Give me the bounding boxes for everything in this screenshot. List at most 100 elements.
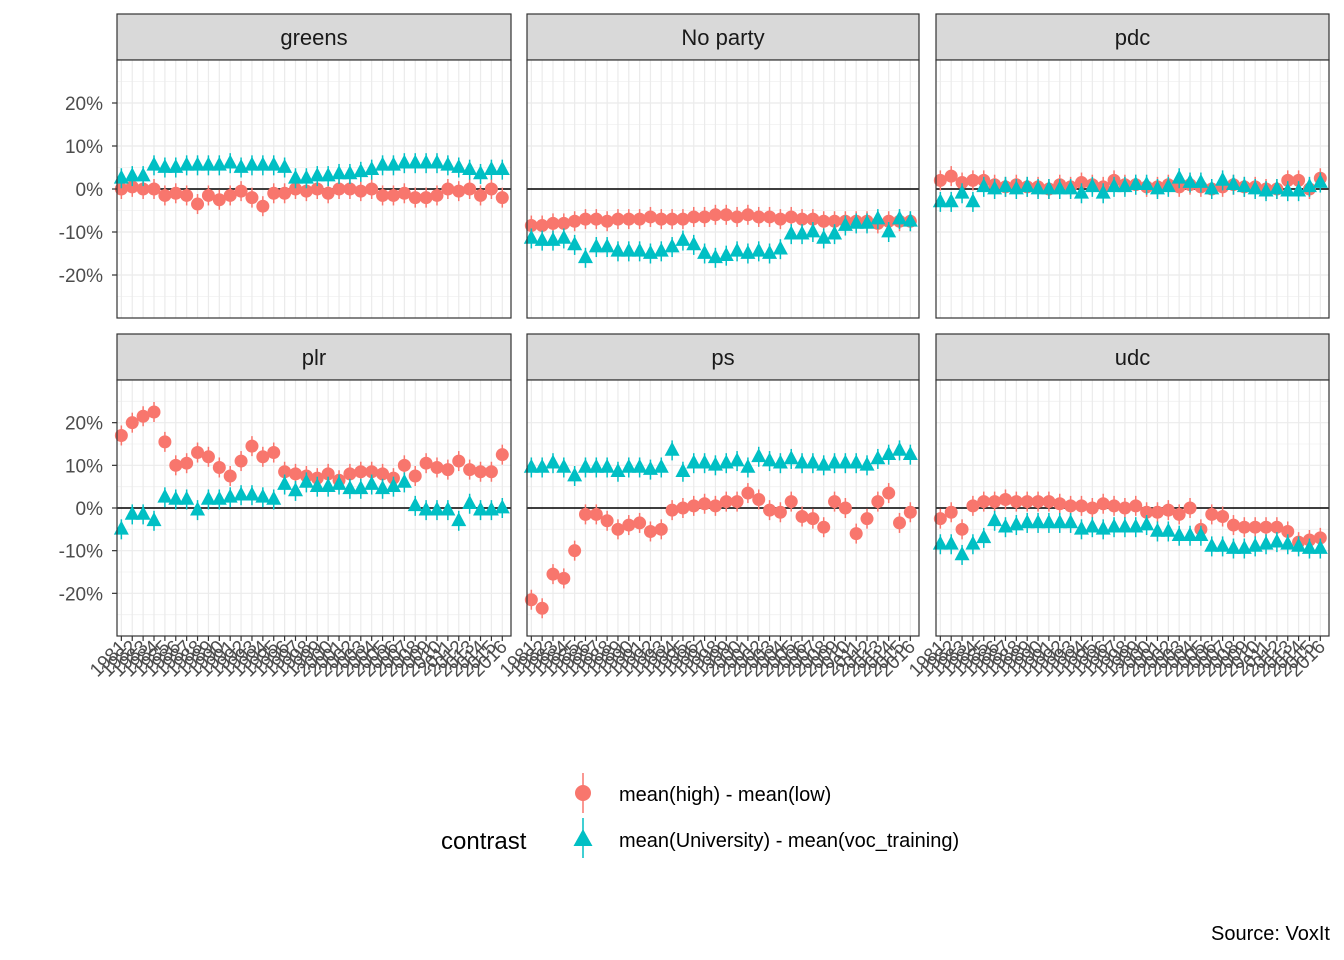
data-point <box>1020 495 1034 509</box>
data-point <box>1041 514 1057 529</box>
data-point <box>136 182 150 196</box>
data-point <box>1053 497 1067 511</box>
data-point <box>729 452 745 467</box>
data-point <box>1258 182 1274 197</box>
data-point <box>848 454 864 469</box>
data-point <box>212 460 226 474</box>
data-point <box>860 512 874 526</box>
data-point <box>124 505 140 520</box>
data-point <box>376 188 390 202</box>
data-point <box>1128 176 1144 191</box>
data-point <box>633 516 647 530</box>
data-point <box>299 184 313 198</box>
data-point <box>1095 520 1111 535</box>
data-point <box>375 156 391 171</box>
data-point <box>1312 539 1328 554</box>
data-point <box>484 182 498 196</box>
data-point <box>762 452 778 467</box>
data-point <box>125 416 139 430</box>
data-point <box>965 193 981 208</box>
data-point <box>353 480 369 495</box>
data-point <box>654 212 668 226</box>
data-point <box>157 488 173 503</box>
data-point <box>654 522 668 536</box>
data-point <box>376 467 390 481</box>
data-point <box>686 236 702 251</box>
data-point <box>795 510 809 524</box>
data-point <box>707 249 723 264</box>
data-point <box>535 601 549 615</box>
legend-label-university-voc: mean(University) - mean(voc_training) <box>619 830 959 852</box>
data-point <box>729 242 745 257</box>
data-point <box>441 182 455 196</box>
data-point <box>331 165 347 180</box>
data-point <box>1095 184 1111 199</box>
data-point <box>577 249 593 264</box>
data-point <box>147 182 161 196</box>
data-point <box>256 450 270 464</box>
data-point <box>1129 499 1143 513</box>
data-point <box>1160 178 1176 193</box>
data-point <box>1182 527 1198 542</box>
data-point <box>267 186 281 200</box>
panel-border <box>526 379 920 637</box>
panel-border <box>935 379 1330 637</box>
data-point <box>288 467 302 481</box>
data-point <box>255 488 271 503</box>
data-point <box>1280 182 1296 197</box>
data-point <box>1205 507 1219 521</box>
data-point <box>816 456 832 471</box>
data-point <box>1301 539 1317 554</box>
data-point <box>902 445 918 460</box>
y-tick-label: 0% <box>76 499 104 520</box>
data-point <box>643 524 657 538</box>
data-point <box>697 244 713 259</box>
data-point <box>1008 180 1024 195</box>
facet-strip <box>116 333 512 381</box>
series-mean-high-mean-low <box>524 483 917 619</box>
data-point <box>277 158 293 173</box>
data-point <box>708 208 722 222</box>
data-point <box>1301 178 1317 193</box>
data-point <box>1259 520 1273 534</box>
facets-layer: greens -20% -10% 0% 10% 20% No party pdc plr -20%… <box>59 13 1330 681</box>
data-point <box>859 456 875 471</box>
data-point <box>1030 180 1046 195</box>
data-point <box>1247 537 1263 552</box>
data-point <box>632 458 648 473</box>
data-point <box>740 244 756 259</box>
data-point <box>179 156 195 171</box>
data-point <box>1269 180 1285 195</box>
data-point <box>158 188 172 202</box>
facet-strip <box>116 13 512 61</box>
data-point <box>611 522 625 536</box>
data-point <box>1171 527 1187 542</box>
data-point <box>342 480 358 495</box>
data-point <box>114 182 128 196</box>
data-point <box>954 184 970 199</box>
legend-label-high-low: mean(high) - mean(low) <box>619 784 831 806</box>
data-point <box>168 158 184 173</box>
data-point <box>180 188 194 202</box>
data-point <box>719 495 733 509</box>
data-point <box>664 441 680 456</box>
data-point <box>332 182 346 196</box>
data-point <box>309 477 325 492</box>
legend-key-circle <box>575 785 591 801</box>
data-point <box>1128 518 1144 533</box>
data-point <box>222 488 238 503</box>
data-point <box>1182 173 1198 188</box>
data-point <box>146 512 162 527</box>
data-point <box>1031 495 1045 509</box>
data-point <box>837 454 853 469</box>
data-point <box>675 463 691 478</box>
data-point <box>463 182 477 196</box>
data-point <box>483 160 499 175</box>
data-point <box>698 497 712 511</box>
data-point <box>827 225 843 240</box>
data-point <box>987 512 1003 527</box>
data-point <box>827 454 843 469</box>
data-point <box>396 473 412 488</box>
data-point <box>1215 537 1231 552</box>
data-point <box>665 503 679 517</box>
